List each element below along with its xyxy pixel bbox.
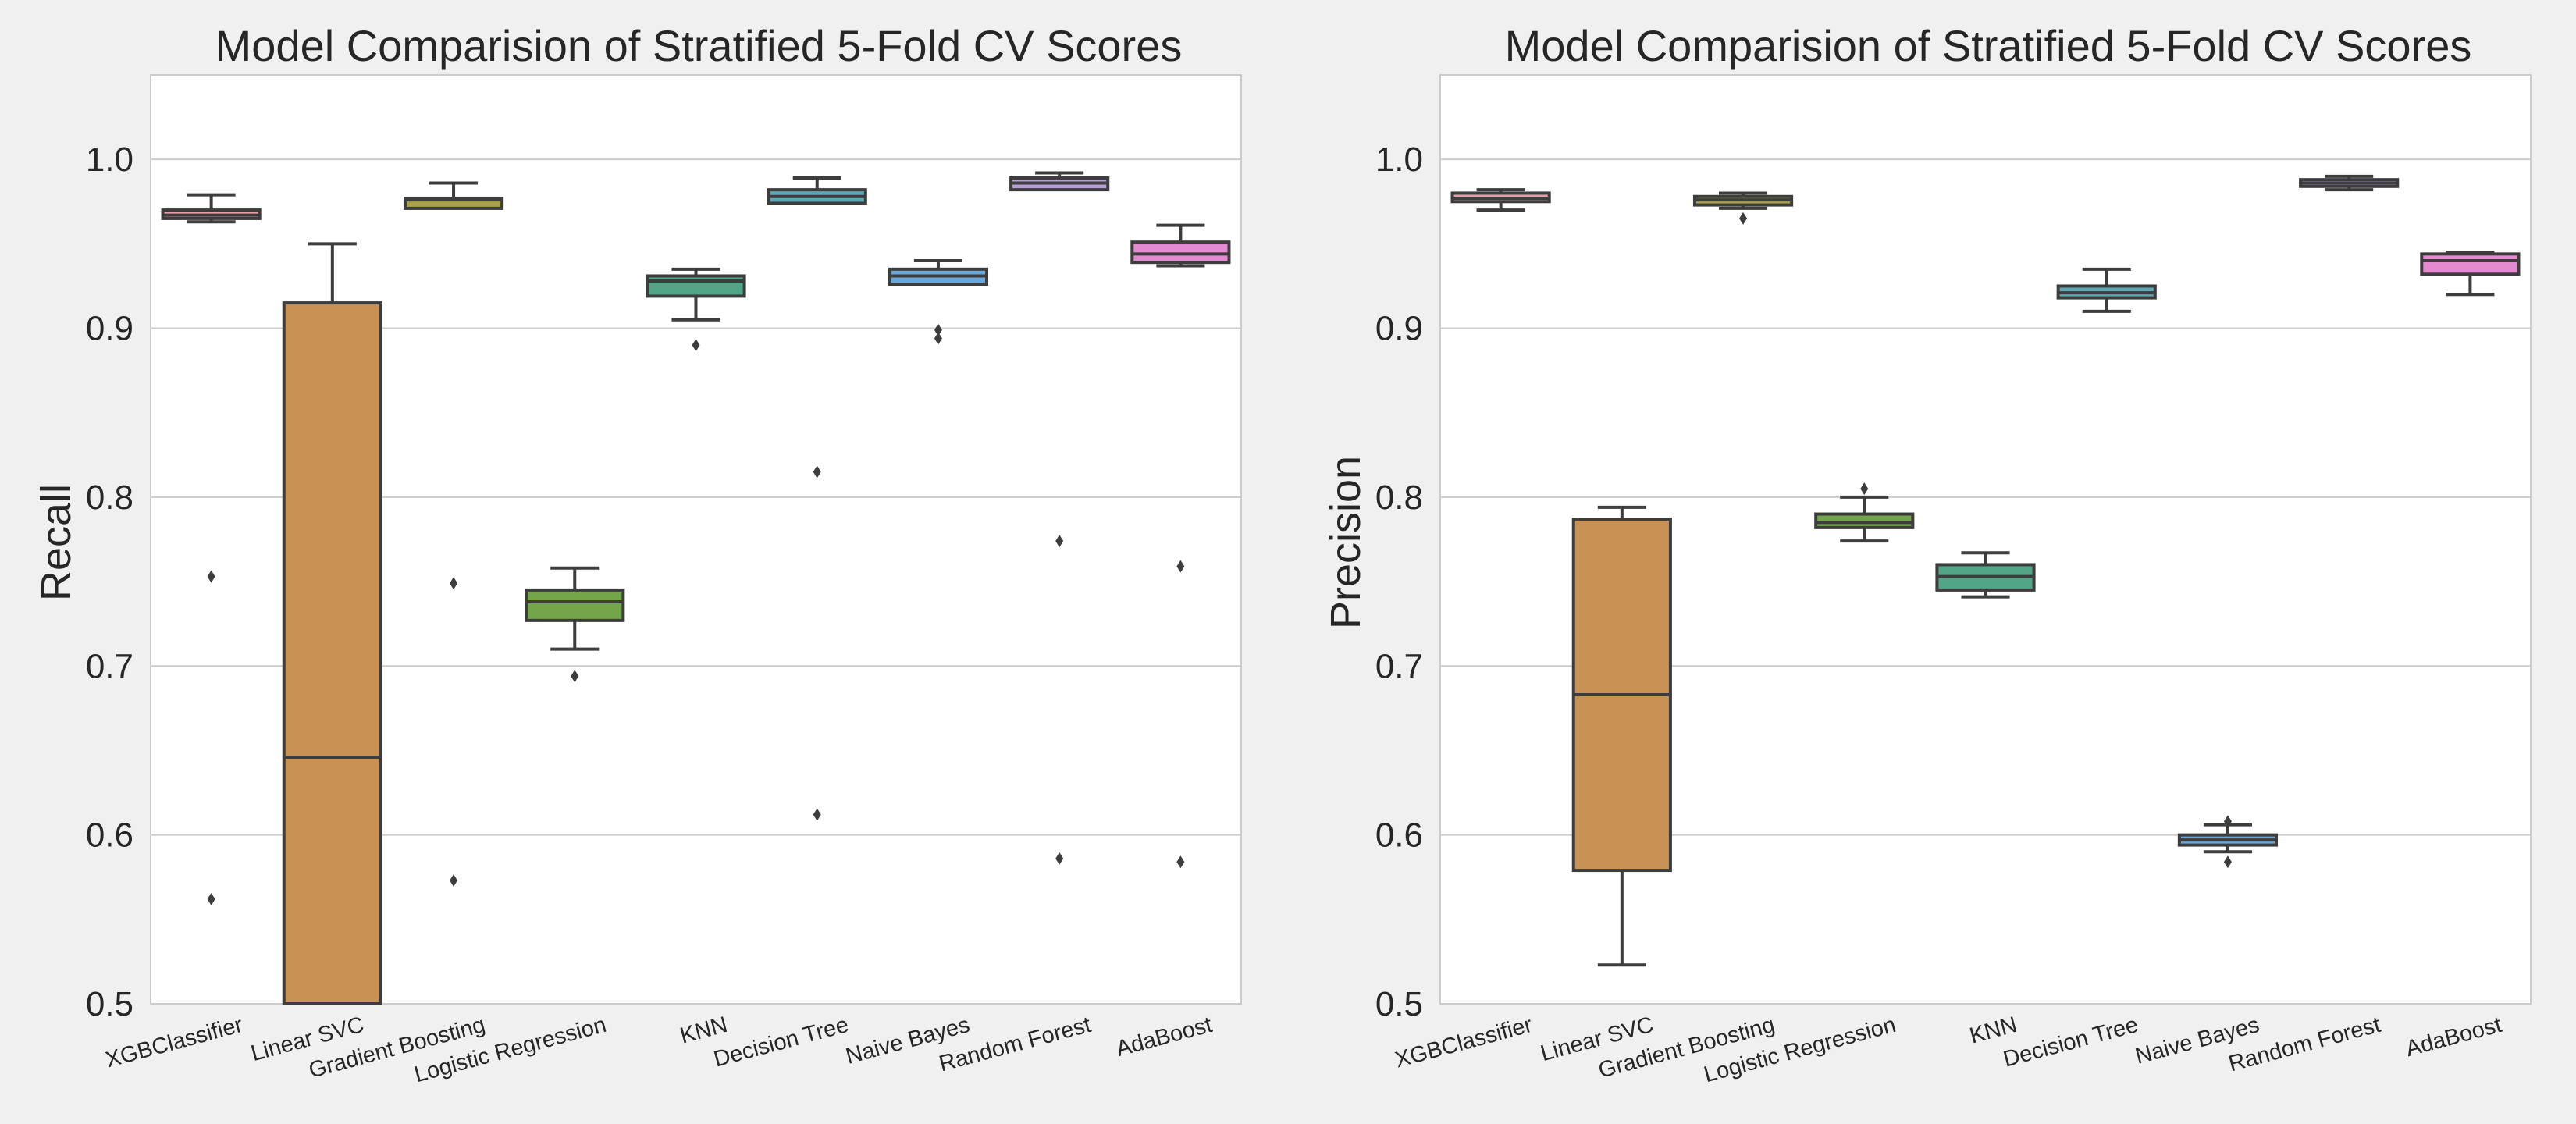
y-tick-label: 0.5 xyxy=(1375,985,1423,1023)
outlier-point xyxy=(207,570,215,583)
y-tick-label: 0.9 xyxy=(86,310,133,348)
box-naive-bayes xyxy=(2177,815,2279,869)
box-naive-bayes xyxy=(888,259,989,345)
box-decision-tree xyxy=(2056,267,2157,313)
box-knn xyxy=(646,267,746,352)
outlier-point xyxy=(934,332,942,345)
box-linear-svc xyxy=(1571,505,1672,967)
y-axis-label: Recall xyxy=(33,484,80,601)
box-xgbclassifier xyxy=(161,193,262,905)
box-random-forest xyxy=(1009,171,1110,865)
y-tick-label: 0.6 xyxy=(1375,816,1423,855)
y-tick-label: 0.6 xyxy=(86,816,133,855)
y-tick-label: 0.8 xyxy=(86,478,133,517)
boxes xyxy=(1450,174,2521,967)
box-logistic-regression xyxy=(1814,482,1915,543)
box-random-forest xyxy=(2299,174,2400,192)
y-tick-label: 1.0 xyxy=(86,140,133,179)
box-body xyxy=(2420,252,2521,276)
outlier-point xyxy=(1860,482,1869,496)
box-linear-svc xyxy=(282,242,382,1006)
outlier-point xyxy=(450,577,458,590)
box-gradient-boosting xyxy=(1692,191,1794,225)
box-body xyxy=(525,588,625,622)
y-axis-label: Precision xyxy=(1322,456,1369,629)
box-body xyxy=(282,301,382,1006)
box-gradient-boosting xyxy=(403,181,504,887)
box-adaboost xyxy=(1130,223,1231,869)
outlier-point xyxy=(692,339,700,352)
outlier-point xyxy=(813,808,821,821)
y-tick-label: 0.8 xyxy=(1375,478,1423,517)
outlier-point xyxy=(2223,855,2232,869)
outlier-point xyxy=(813,465,821,478)
outlier-point xyxy=(571,670,579,683)
box-body xyxy=(646,274,746,298)
outlier-point xyxy=(207,892,215,905)
y-tick-label: 1.0 xyxy=(1375,140,1423,179)
y-tick-label: 0.9 xyxy=(1375,310,1423,348)
chart-title: Model Comparision of Stratified 5-Fold C… xyxy=(1505,21,2472,70)
box-adaboost xyxy=(2420,251,2521,297)
boxes xyxy=(161,171,1231,1006)
y-tick-label: 0.7 xyxy=(86,647,133,685)
box-logistic-regression xyxy=(525,566,625,683)
outlier-point xyxy=(1176,560,1185,573)
box-decision-tree xyxy=(767,176,867,821)
outlier-point xyxy=(1739,212,1748,225)
outlier-point xyxy=(1055,535,1064,548)
precision-chart: Model Comparision of Stratified 5-Fold C… xyxy=(1322,21,2532,1087)
box-xgbclassifier xyxy=(1450,188,1551,212)
box-body xyxy=(1814,512,1915,529)
y-tick-label: 0.5 xyxy=(86,985,133,1023)
box-body xyxy=(1130,240,1231,265)
outlier-point xyxy=(934,323,942,336)
outlier-point xyxy=(1055,852,1064,865)
outlier-point xyxy=(2223,815,2232,828)
y-grid: 0.5 0.6 0.7 0.8 0.9 1.0 xyxy=(86,140,1241,1023)
box-knn xyxy=(1935,551,2036,599)
outlier-point xyxy=(1176,855,1185,869)
recall-chart: Model Comparision of Stratified 5-Fold C… xyxy=(33,21,1242,1087)
outlier-point xyxy=(450,874,458,887)
y-tick-label: 0.7 xyxy=(1375,647,1423,685)
y-grid: 0.5 0.6 0.7 0.8 0.9 1.0 xyxy=(1375,140,2531,1023)
chart-title: Model Comparision of Stratified 5-Fold C… xyxy=(215,21,1183,70)
